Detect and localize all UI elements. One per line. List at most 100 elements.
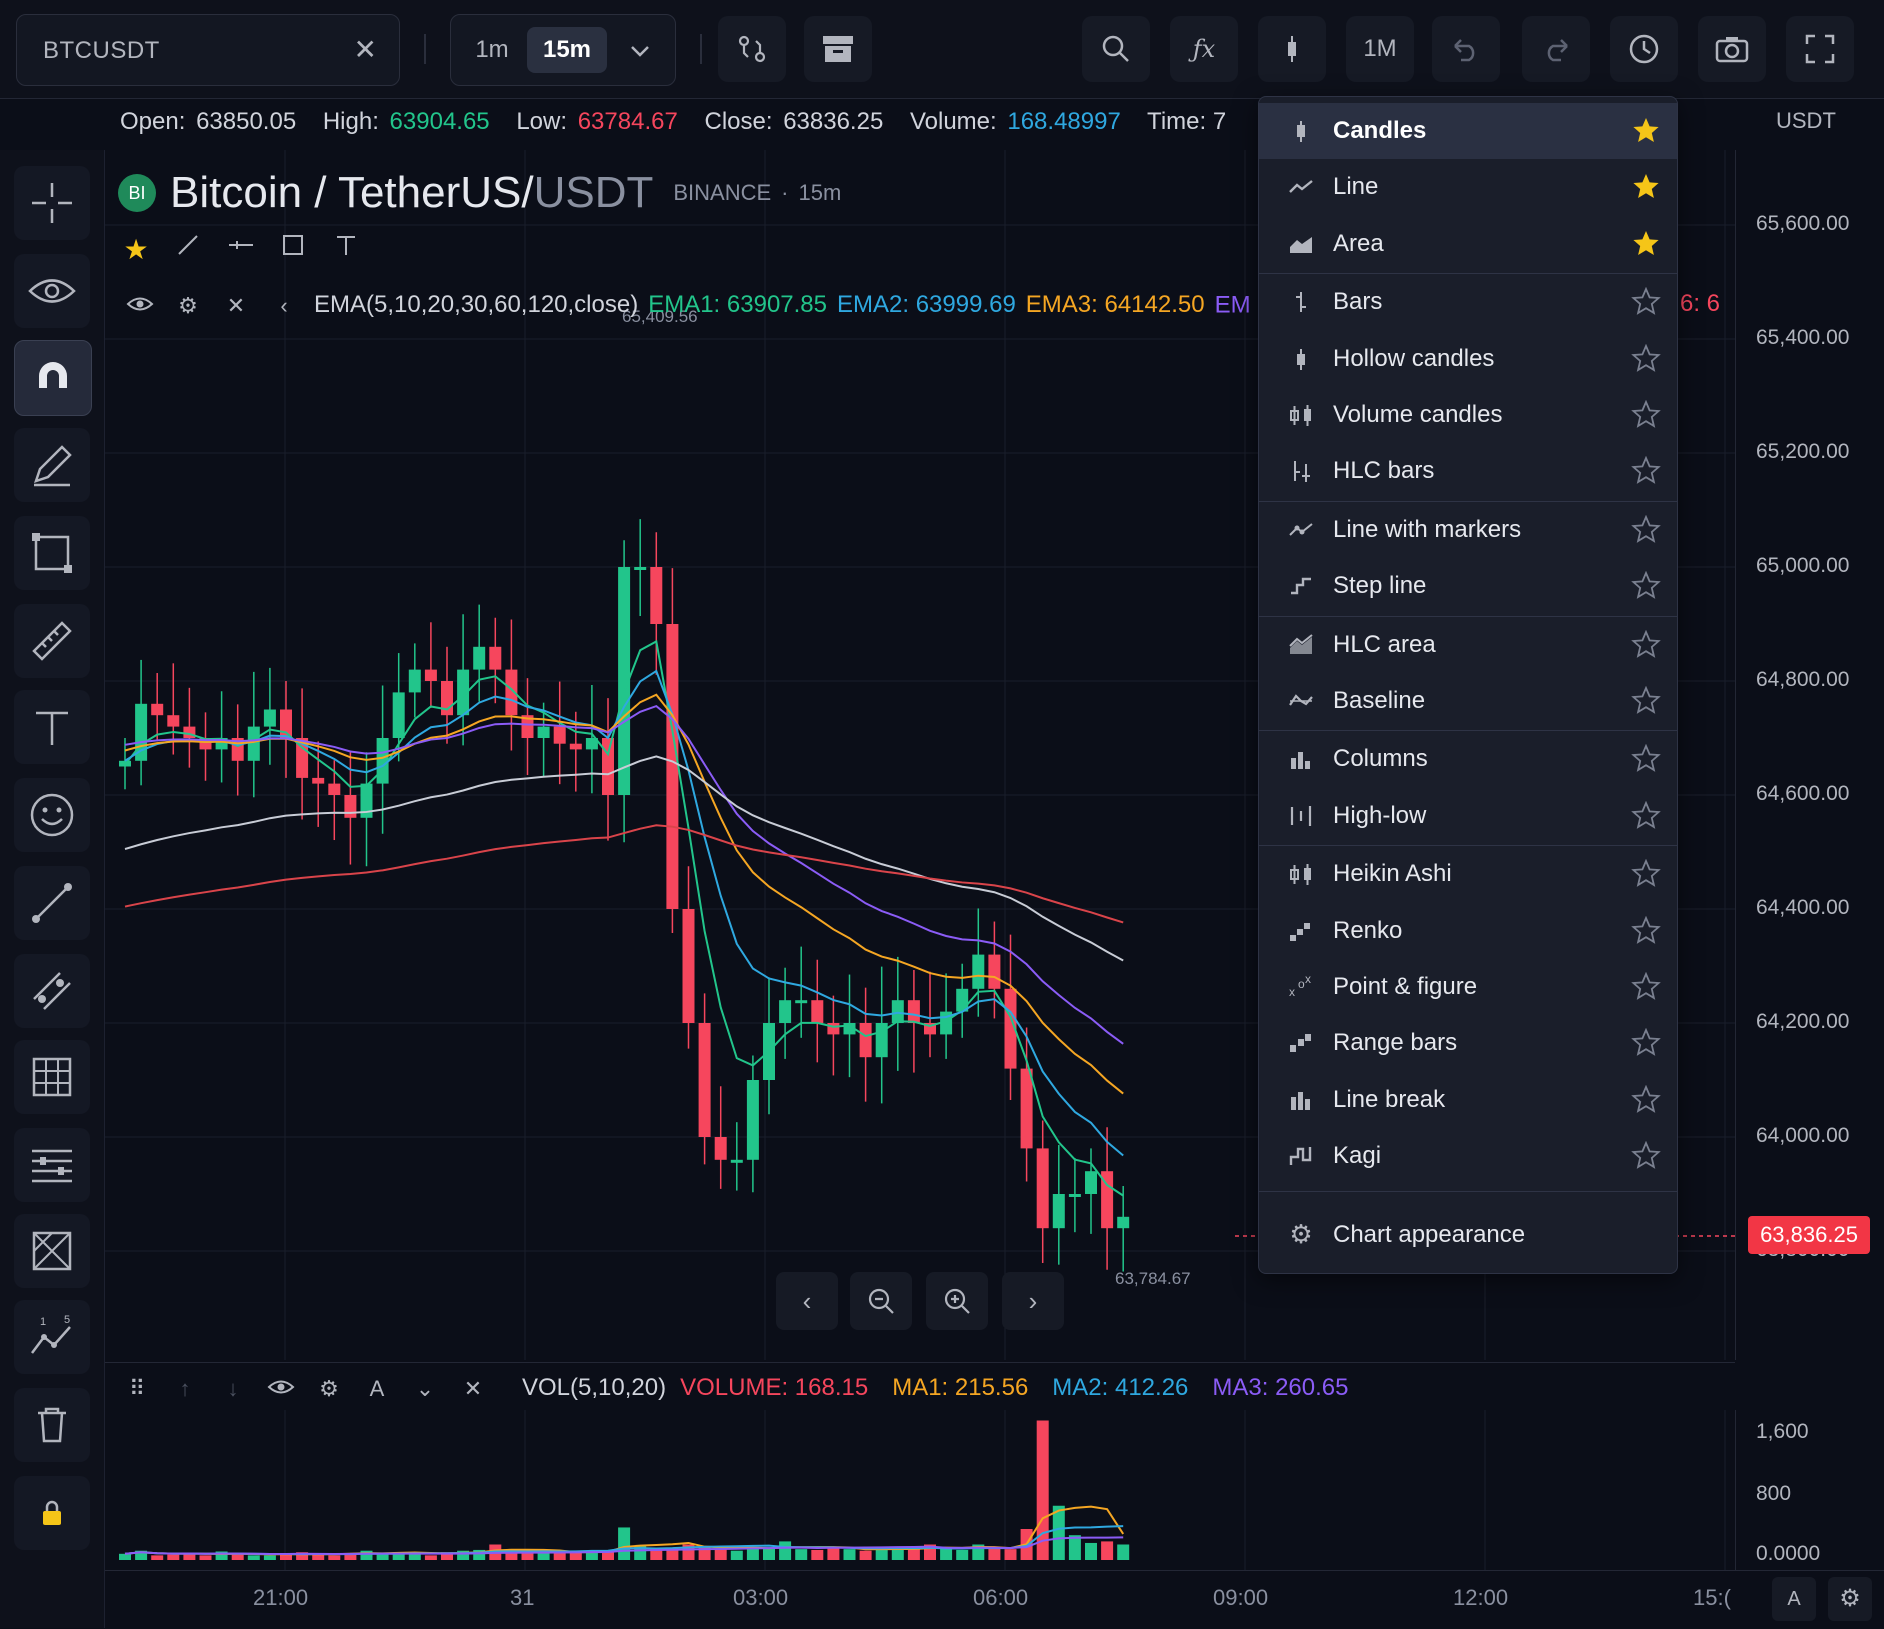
star-outline-icon[interactable]: [1631, 915, 1661, 946]
menu-item-hlc-bars[interactable]: HLC bars: [1259, 443, 1677, 499]
text-a-icon[interactable]: A: [369, 1376, 385, 1401]
chart-type-button[interactable]: [1258, 16, 1326, 82]
volume-bars[interactable]: [105, 1410, 1735, 1570]
menu-item-line-markers[interactable]: Line with markers: [1259, 502, 1677, 558]
range-1m-button[interactable]: 1M: [1346, 16, 1414, 82]
menu-item-hlc-area[interactable]: HLC area: [1259, 617, 1677, 673]
menu-item-kagi[interactable]: Kagi: [1259, 1128, 1677, 1184]
menu-item-columns[interactable]: Columns: [1259, 731, 1677, 787]
star-outline-icon[interactable]: [1631, 629, 1661, 660]
auto-scale-button[interactable]: A: [1772, 1577, 1816, 1621]
remove-close-icon[interactable]: ✕: [226, 293, 246, 318]
eye-icon[interactable]: [263, 1371, 299, 1407]
magnet-tool[interactable]: [14, 340, 92, 416]
redo-button[interactable]: [1522, 16, 1590, 82]
visibility-tool[interactable]: [14, 254, 90, 328]
settings-gear-icon[interactable]: ⚙: [178, 293, 198, 318]
timeframe-1m-button[interactable]: 1m: [475, 36, 509, 63]
timeframe-dropdown-button[interactable]: [617, 27, 663, 73]
close-icon[interactable]: ✕: [463, 1376, 483, 1401]
timeframe-15m-button[interactable]: 15m: [527, 27, 607, 73]
scroll-right-button[interactable]: ›: [1002, 1272, 1064, 1330]
brush-tool[interactable]: [14, 428, 90, 502]
crosshair-tool[interactable]: [14, 166, 90, 240]
templates-button[interactable]: [804, 16, 872, 82]
menu-item-line[interactable]: Line: [1259, 159, 1677, 215]
rectangle-small-icon[interactable]: [275, 232, 311, 268]
rectangle-tool[interactable]: [14, 516, 90, 590]
star-outline-icon[interactable]: [1631, 858, 1661, 889]
menu-item-renko[interactable]: Renko: [1259, 903, 1677, 959]
symbol-search-input[interactable]: BTCUSDT ✕: [16, 14, 400, 86]
menu-item-range-bars[interactable]: Range bars: [1259, 1015, 1677, 1071]
chart-settings-button[interactable]: ⚙: [1828, 1577, 1872, 1621]
zoom-in-button[interactable]: [926, 1272, 988, 1330]
text-tool[interactable]: [14, 690, 90, 764]
star-outline-icon[interactable]: [1631, 1084, 1661, 1115]
drag-handle-icon[interactable]: ⠿: [128, 1376, 146, 1401]
star-outline-icon[interactable]: [1631, 1028, 1661, 1058]
menu-item-high-low[interactable]: High-low: [1259, 788, 1677, 844]
star-outline-icon[interactable]: [1631, 685, 1661, 716]
measure-tool[interactable]: [14, 604, 90, 678]
star-outline-icon[interactable]: [1631, 514, 1661, 545]
star-outline-icon[interactable]: [1631, 971, 1661, 1002]
gann-tool[interactable]: [14, 1040, 90, 1114]
menu-item-line-break[interactable]: Line break: [1259, 1072, 1677, 1128]
menu-item-hollow-candles[interactable]: Hollow candles: [1259, 331, 1677, 387]
zoom-out-button[interactable]: [850, 1272, 912, 1330]
menu-item-bars[interactable]: Bars: [1259, 274, 1677, 330]
volume-chart[interactable]: [105, 1410, 1735, 1570]
trendline-tool[interactable]: [14, 866, 90, 940]
search-button[interactable]: [1082, 16, 1150, 82]
fullscreen-button[interactable]: [1786, 16, 1854, 82]
price-scale[interactable]: 65,600.00 65,400.00 65,200.00 65,000.00 …: [1735, 150, 1884, 1360]
currency-label[interactable]: USDT: [1776, 108, 1836, 133]
star-outline-icon[interactable]: [1631, 399, 1661, 430]
menu-item-step-line[interactable]: Step line: [1259, 558, 1677, 614]
scroll-left-button[interactable]: ‹: [776, 1272, 838, 1330]
star-filled-icon[interactable]: [1631, 116, 1661, 146]
star-filled-icon[interactable]: [1631, 172, 1661, 202]
undo-button[interactable]: [1432, 16, 1500, 82]
indicators-button[interactable]: ƒx: [1170, 16, 1238, 82]
star-outline-icon[interactable]: [1631, 570, 1661, 601]
emoji-tool[interactable]: [14, 778, 90, 852]
chart-appearance-item[interactable]: ⚙ Chart appearance: [1259, 1207, 1677, 1263]
star-outline-icon[interactable]: [1631, 744, 1661, 774]
star-outline-icon[interactable]: [1631, 343, 1661, 374]
compare-button[interactable]: [718, 16, 786, 82]
move-down-icon[interactable]: ↓: [227, 1376, 239, 1401]
menu-item-area[interactable]: Area: [1259, 216, 1677, 272]
star-outline-icon[interactable]: [1631, 1140, 1661, 1171]
favorite-star-icon[interactable]: ★: [123, 234, 149, 265]
snapshot-button[interactable]: [1698, 16, 1766, 82]
replay-button[interactable]: [1610, 16, 1678, 82]
time-axis[interactable]: 21:00 31 03:00 06:00 09:00 12:00 15:( A …: [105, 1570, 1884, 1629]
candlestick-chart[interactable]: 65,409.56 63,784.67: [105, 150, 1735, 1360]
menu-item-heikin-ashi[interactable]: Heikin Ashi: [1259, 846, 1677, 902]
menu-item-volume-candles[interactable]: Volume candles: [1259, 387, 1677, 443]
star-filled-icon[interactable]: [1631, 229, 1661, 259]
collapse-chevron-icon[interactable]: ‹: [280, 293, 288, 318]
star-outline-icon[interactable]: [1631, 286, 1661, 317]
line-tool-icon[interactable]: [170, 232, 206, 268]
pattern-tool[interactable]: [14, 1128, 90, 1202]
menu-item-candles[interactable]: Candles: [1259, 103, 1677, 159]
menu-item-point-figure[interactable]: x o x Point & figure: [1259, 959, 1677, 1015]
delete-tool[interactable]: [14, 1388, 90, 1462]
settings-gear-icon[interactable]: ⚙: [319, 1376, 339, 1401]
star-outline-icon[interactable]: [1631, 800, 1661, 831]
text-small-icon[interactable]: [328, 232, 364, 268]
clear-symbol-icon[interactable]: ✕: [353, 34, 377, 65]
prediction-tool[interactable]: [14, 1214, 90, 1288]
horizontal-ray-icon[interactable]: [223, 232, 259, 268]
chevron-down-icon[interactable]: ⌄: [415, 1376, 435, 1401]
eye-icon[interactable]: [122, 288, 158, 324]
move-up-icon[interactable]: ↑: [179, 1376, 191, 1401]
menu-item-baseline[interactable]: Baseline: [1259, 673, 1677, 729]
fib-tool[interactable]: [14, 954, 90, 1028]
star-outline-icon[interactable]: [1631, 456, 1661, 486]
lock-tool[interactable]: [14, 1476, 90, 1550]
